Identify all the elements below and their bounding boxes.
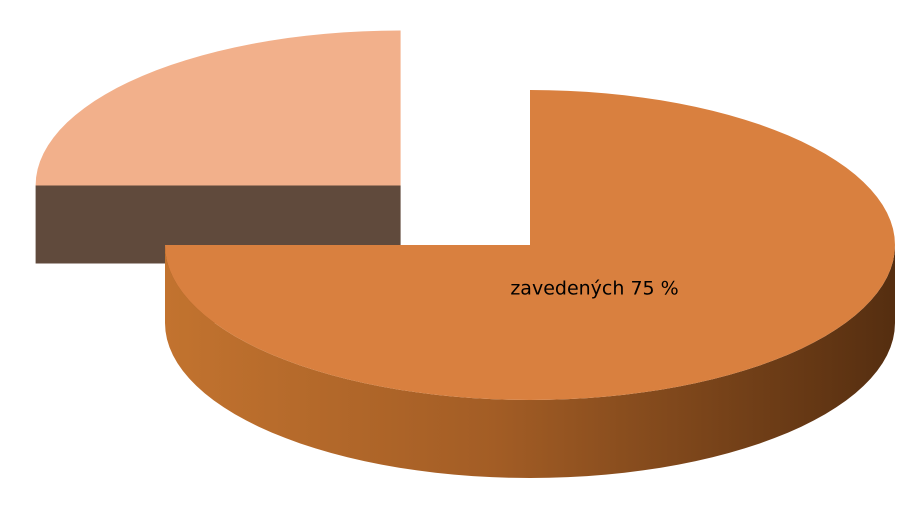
slice-side — [165, 245, 895, 478]
slice — [165, 90, 895, 400]
data-label: zavedených 75 % — [510, 277, 678, 299]
slice — [35, 30, 401, 186]
slice-wall — [35, 185, 401, 264]
